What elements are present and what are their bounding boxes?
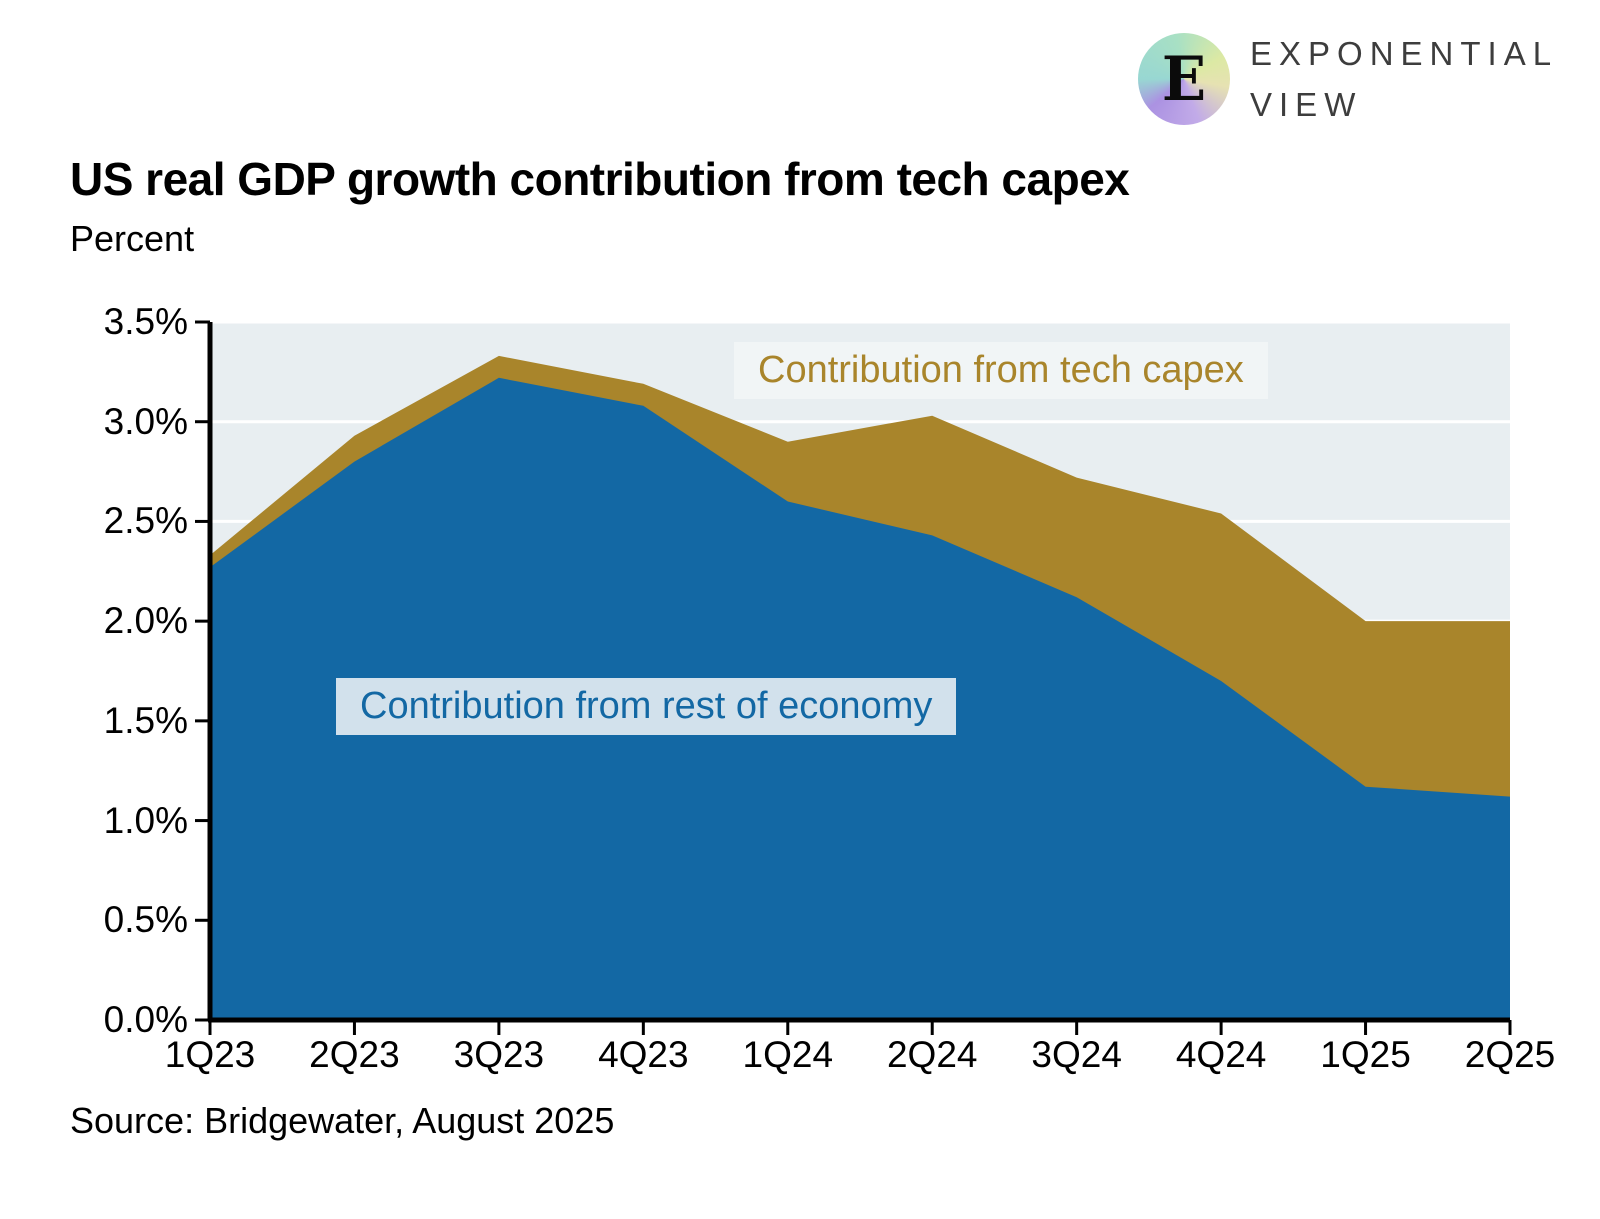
- logo-letter: E: [1161, 43, 1207, 115]
- x-axis-labels: 1Q23 2Q23 3Q23 4Q23 1Q24 2Q24 3Q24 4Q24 1Q25 2Q25: [165, 1034, 1556, 1084]
- brand: E EXPONENTIAL VIEW: [1138, 28, 1558, 130]
- y-axis-label: 1.0%: [103, 799, 188, 841]
- x-axis-label: 3Q23: [453, 1034, 545, 1075]
- series-label-rest-of-economy: Contribution from rest of economy: [336, 678, 957, 735]
- stacked-area-chart: [195, 320, 1512, 1035]
- series-label-tech-capex: Contribution from tech capex: [734, 342, 1268, 399]
- y-axis-label: 2.5%: [103, 500, 188, 542]
- y-axis-label: 1.5%: [103, 699, 188, 741]
- x-axis-label: 4Q23: [598, 1034, 689, 1075]
- x-axis-label: 2Q25: [1464, 1034, 1556, 1075]
- x-axis-label: 2Q24: [886, 1034, 978, 1075]
- x-axis-label: 1Q23: [164, 1034, 256, 1075]
- y-axis-label: 3.5%: [103, 301, 188, 342]
- y-axis-label: 3.0%: [103, 400, 188, 442]
- chart-subtitle: Percent: [70, 218, 195, 259]
- chart-title: US real GDP growth contribution from tec…: [70, 153, 1130, 205]
- plot-area: Contribution from tech capex Contributio…: [195, 320, 1512, 1035]
- brand-wordmark: EXPONENTIAL VIEW: [1250, 28, 1558, 130]
- x-axis-label: 1Q25: [1320, 1034, 1411, 1075]
- exponential-view-logo-icon: E: [1138, 33, 1230, 126]
- brand-name-line1: EXPONENTIAL: [1250, 35, 1559, 72]
- brand-name-line2: VIEW: [1250, 86, 1363, 124]
- y-axis-label: 0.5%: [103, 899, 188, 941]
- x-axis-label: 1Q24: [742, 1034, 834, 1075]
- y-axis-label: 0.0%: [103, 999, 188, 1040]
- y-axis-label: 2.0%: [103, 600, 188, 642]
- x-axis-label: 2Q23: [309, 1034, 400, 1075]
- x-axis-label: 4Q24: [1175, 1034, 1267, 1075]
- y-axis-labels: 0.0% 0.5% 1.0% 1.5% 2.0% 2.5% 3.0% 3.5%: [0, 301, 188, 1040]
- source-note: Source: Bridgewater, August 2025: [70, 1100, 615, 1141]
- x-axis-label: 3Q24: [1031, 1034, 1122, 1075]
